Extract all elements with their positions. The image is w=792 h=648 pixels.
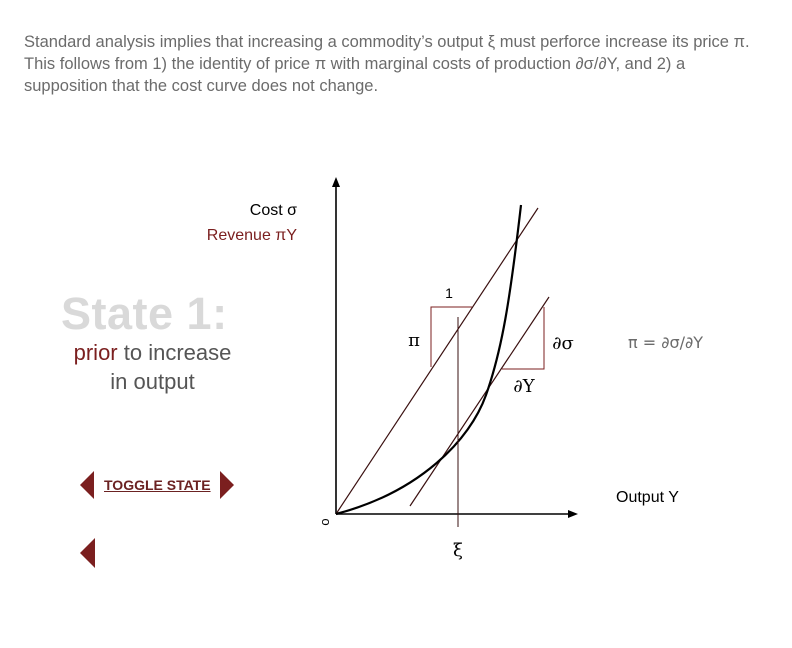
intro-paragraph: Standard analysis implies that increasin… <box>24 33 750 95</box>
state-title: State 1: <box>61 288 228 339</box>
tangent-line <box>409 296 550 507</box>
dsigma-slope-triangle <box>502 307 545 370</box>
y-axis-label-revenue: Revenue πY <box>207 227 298 244</box>
back-icon[interactable] <box>80 538 95 568</box>
pi-label: π <box>408 330 420 351</box>
state-description-line-1: to increase <box>117 340 232 365</box>
toggle-prev-icon[interactable] <box>80 471 94 499</box>
pi-slope-triangle <box>430 306 472 367</box>
y-axis-label-cost: Cost σ <box>250 202 297 219</box>
cost-curve <box>335 204 523 516</box>
state-description-line-2: in output <box>110 369 195 394</box>
toggle-next-icon[interactable] <box>220 471 234 499</box>
x-axis-label: Output Y <box>616 489 679 506</box>
x-axis-arrow <box>568 510 578 518</box>
revenue-line <box>335 207 539 515</box>
dsigma-label: ∂σ <box>552 333 574 354</box>
dy-label: ∂Y <box>513 376 535 397</box>
state-description: prior to increase in output <box>50 338 255 396</box>
state-description-accent: prior <box>73 340 118 365</box>
origin-label: o <box>317 518 332 525</box>
one-label: 1 <box>445 285 453 301</box>
equation-label: π = ∂σ/∂Y <box>628 333 703 352</box>
xi-label: ξ <box>453 540 463 561</box>
y-axis-arrow <box>332 177 340 187</box>
toggle-state-button[interactable]: TOGGLE STATE <box>104 477 211 493</box>
